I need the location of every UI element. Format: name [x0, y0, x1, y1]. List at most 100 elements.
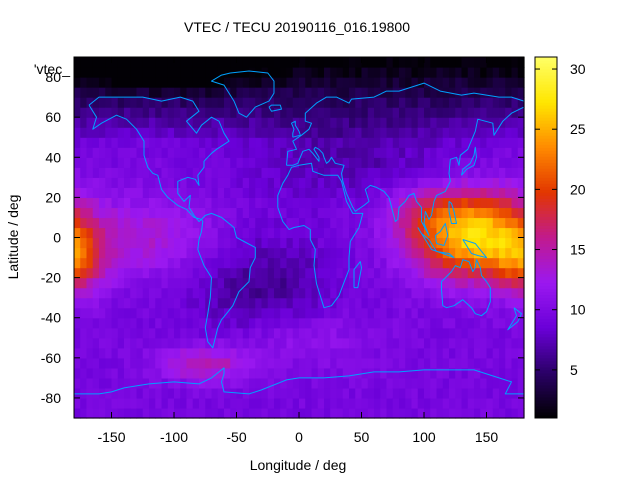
heat-cell [386, 217, 394, 229]
heat-cell [142, 137, 150, 148]
heat-cell [180, 287, 188, 299]
heat-cell [417, 387, 425, 399]
heat-cell [124, 87, 131, 98]
heat-cell [261, 237, 269, 249]
heat-cell [430, 277, 438, 289]
heat-cell [442, 357, 450, 369]
heat-cell [92, 387, 100, 399]
heat-cell [149, 177, 156, 188]
heat-cell [442, 367, 450, 379]
heat-cell [261, 227, 269, 239]
heat-cell [411, 217, 419, 229]
heat-cell [286, 397, 294, 409]
heat-cell [174, 227, 181, 239]
heat-cell [155, 317, 163, 329]
heat-cell [99, 407, 106, 419]
heat-cell [461, 77, 469, 88]
heat-cell [424, 317, 431, 329]
heat-cell [211, 177, 219, 188]
heat-cell [255, 207, 263, 219]
heat-cell [211, 367, 219, 379]
heat-cell [499, 177, 506, 188]
heat-cell [342, 377, 350, 389]
heat-cell [292, 87, 300, 98]
heat-cell [511, 77, 519, 88]
heat-cell [424, 67, 431, 78]
heat-cell [442, 177, 450, 188]
heat-cell [242, 207, 250, 219]
heat-cell [192, 57, 200, 68]
heat-cell [255, 107, 263, 118]
heat-cell [411, 177, 419, 188]
heat-cell [280, 67, 288, 78]
heat-cell [449, 207, 456, 219]
heat-cell [436, 387, 444, 399]
heat-cell [230, 337, 238, 349]
heat-cell [236, 227, 244, 239]
heat-cell [105, 207, 113, 219]
heat-cell [336, 77, 344, 88]
heat-cell [361, 247, 369, 259]
heat-cell [180, 297, 188, 309]
heat-cell [267, 67, 275, 78]
heat-cell [311, 377, 319, 389]
heat-cell [449, 147, 456, 158]
heat-cell [99, 207, 106, 219]
heat-cell [336, 297, 344, 309]
heat-cell [517, 237, 525, 249]
heat-cell [430, 67, 438, 78]
heatmap-cells [74, 57, 525, 419]
heat-cell [324, 397, 331, 409]
heat-cell [99, 247, 106, 259]
heat-cell [111, 257, 119, 269]
heat-cell [274, 327, 281, 339]
heat-cell [299, 217, 306, 229]
heat-cell [242, 77, 250, 88]
heat-cell [499, 327, 506, 339]
heat-cell [174, 387, 181, 399]
heat-cell [505, 217, 513, 229]
heat-cell [236, 207, 244, 219]
heat-cell [367, 357, 375, 369]
heat-cell [267, 57, 275, 68]
heat-cell [355, 287, 363, 299]
heat-cell [249, 167, 256, 178]
heat-cell [436, 97, 444, 108]
heat-cell [455, 377, 463, 389]
heat-cell [342, 147, 350, 158]
heat-cell [392, 247, 400, 259]
heat-cell [292, 327, 300, 339]
heat-cell [211, 217, 219, 229]
heat-cell [474, 97, 481, 108]
heat-cell [217, 297, 225, 309]
colorbar-segment [535, 363, 557, 368]
heat-cell [267, 387, 275, 399]
heat-cell [130, 357, 138, 369]
heat-cell [217, 287, 225, 299]
heat-cell [461, 137, 469, 148]
heat-cell [280, 307, 288, 319]
heat-cell [349, 367, 356, 379]
heat-cell [136, 277, 144, 289]
heat-cell [511, 387, 519, 399]
heat-cell [111, 277, 119, 289]
heat-cell [292, 177, 300, 188]
heat-cell [136, 157, 144, 168]
heat-cell [355, 57, 363, 68]
heat-cell [374, 197, 381, 209]
heat-cell [486, 77, 494, 88]
heat-cell [474, 317, 481, 329]
heat-cell [99, 237, 106, 249]
heat-cell [105, 127, 113, 138]
heat-cell [430, 367, 438, 379]
heat-cell [299, 197, 306, 209]
heat-cell [130, 187, 138, 198]
heat-cell [367, 337, 375, 349]
heat-cell [161, 177, 169, 188]
heat-cell [211, 257, 219, 269]
heat-cell [449, 357, 456, 369]
heat-cell [299, 267, 306, 279]
heat-cell [336, 377, 344, 389]
heat-cell [255, 337, 263, 349]
